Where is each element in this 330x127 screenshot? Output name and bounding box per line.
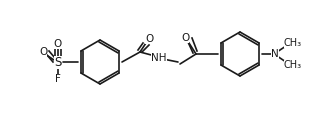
Text: O: O xyxy=(181,33,189,43)
Text: O: O xyxy=(54,39,62,49)
Text: O: O xyxy=(145,34,153,44)
Text: F: F xyxy=(55,74,61,84)
Text: S: S xyxy=(54,55,62,68)
Text: N: N xyxy=(271,49,279,59)
Text: CH₃: CH₃ xyxy=(284,60,302,70)
Text: NH: NH xyxy=(151,53,167,63)
Text: O: O xyxy=(39,47,47,57)
Text: CH₃: CH₃ xyxy=(284,38,302,48)
